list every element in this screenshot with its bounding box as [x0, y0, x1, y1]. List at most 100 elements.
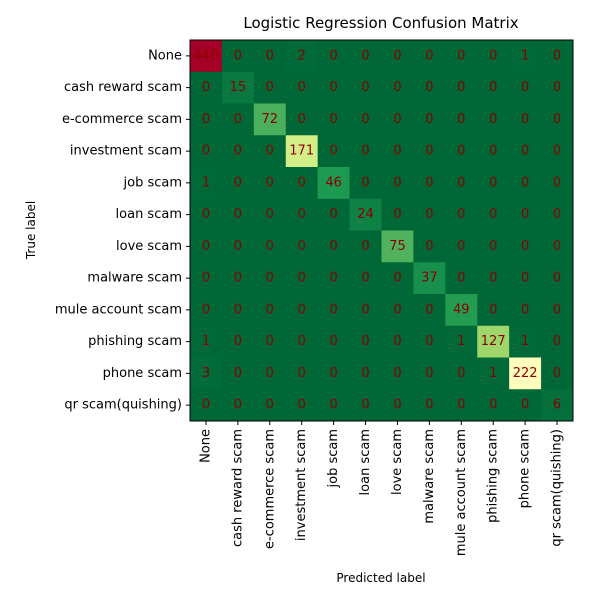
matrix-cell	[285, 103, 319, 136]
matrix-cell-value: 0	[457, 366, 465, 381]
matrix-cell-value: 0	[329, 334, 337, 349]
matrix-cell-value: 0	[266, 302, 274, 317]
matrix-cell	[477, 357, 510, 390]
y-tick-label: mule account scam	[55, 302, 182, 317]
matrix-cell	[445, 167, 478, 200]
x-tick-label: phishing scam	[486, 429, 501, 523]
matrix-cell	[285, 325, 319, 358]
matrix-cell-value: 0	[393, 80, 401, 95]
matrix-cell-value: 0	[266, 48, 274, 63]
x-tick-label: phone scam	[518, 429, 533, 508]
matrix-cell-value: 0	[329, 207, 337, 222]
matrix-cell	[413, 135, 446, 168]
matrix-cell	[253, 389, 287, 422]
matrix-cell	[445, 389, 478, 422]
matrix-cell-value: 0	[329, 80, 337, 95]
matrix-cell-value: 0	[425, 80, 433, 95]
matrix-cell	[509, 389, 542, 422]
matrix-cell	[445, 198, 478, 231]
matrix-cell	[541, 357, 574, 390]
y-tick-label: malware scam	[87, 271, 182, 286]
matrix-cell-value: 0	[266, 334, 274, 349]
matrix-cell-value: 0	[298, 112, 306, 127]
matrix-cell	[221, 357, 255, 390]
matrix-cell	[413, 325, 446, 358]
matrix-cell-value: 3	[202, 366, 210, 381]
matrix-cell	[253, 40, 287, 73]
matrix-cell-value: 0	[266, 239, 274, 254]
matrix-cell	[190, 71, 223, 104]
matrix-cell-value: 0	[329, 302, 337, 317]
y-tick-label: job scam	[123, 175, 183, 190]
matrix-cell-value: 0	[393, 175, 401, 190]
matrix-cell	[285, 389, 319, 422]
matrix-cell-value: 0	[489, 271, 497, 286]
matrix-cell-value: 0	[457, 144, 465, 159]
matrix-cell	[190, 357, 223, 390]
matrix-cell-value: 0	[361, 80, 369, 95]
matrix-cell	[445, 103, 478, 136]
matrix-cell	[413, 294, 446, 327]
matrix-cell	[190, 230, 223, 263]
matrix-cell	[253, 167, 287, 200]
matrix-cell-value: 0	[553, 207, 561, 222]
matrix-cell-value: 2	[298, 48, 306, 63]
matrix-cell	[221, 198, 255, 231]
matrix-cell	[253, 103, 287, 136]
matrix-cell	[477, 230, 510, 263]
matrix-cell	[381, 198, 414, 231]
matrix-cell	[413, 167, 446, 200]
matrix-cell	[381, 325, 414, 358]
matrix-cell-value: 0	[298, 80, 306, 95]
matrix-cell	[541, 389, 574, 422]
matrix-cell-value: 0	[298, 271, 306, 286]
matrix-cell	[381, 103, 414, 136]
matrix-cell	[541, 135, 574, 168]
matrix-cell-value: 0	[329, 271, 337, 286]
matrix-cell-value: 1	[521, 48, 529, 63]
matrix-cell	[445, 294, 478, 327]
matrix-cell	[445, 262, 478, 295]
matrix-cell-value: 0	[425, 207, 433, 222]
matrix-cell-value: 1	[202, 334, 210, 349]
matrix-cell-value: 0	[393, 398, 401, 413]
matrix-cell-value: 0	[393, 48, 401, 63]
matrix-cell	[381, 71, 414, 104]
matrix-cell-value: 0	[457, 239, 465, 254]
matrix-cell	[477, 294, 510, 327]
matrix-cell-value: 127	[481, 334, 506, 349]
matrix-cell-value: 0	[234, 302, 242, 317]
x-tick-label: malware scam	[422, 429, 437, 524]
matrix-cell-value: 0	[393, 366, 401, 381]
matrix-cell	[221, 325, 255, 358]
matrix-cell	[349, 71, 382, 104]
matrix-cell	[541, 325, 574, 358]
matrix-cell	[221, 40, 255, 73]
matrix-cell-value: 0	[202, 80, 210, 95]
y-tick-label: love scam	[116, 239, 182, 254]
matrix-cell	[413, 230, 446, 263]
matrix-cell	[381, 230, 414, 263]
x-tick-label: qr scam(quishing)	[550, 429, 565, 547]
matrix-cell-value: 46	[325, 175, 342, 190]
matrix-cell-value: 0	[329, 112, 337, 127]
matrix-cell-value: 0	[234, 239, 242, 254]
x-tick-label: mule account scam	[454, 429, 469, 556]
matrix-cell-value: 0	[521, 239, 529, 254]
matrix-cell	[190, 198, 223, 231]
matrix-cell	[317, 71, 351, 104]
matrix-cell	[190, 294, 223, 327]
matrix-cell-value: 75	[389, 239, 406, 254]
matrix-cell	[413, 357, 446, 390]
matrix-cell-value: 0	[266, 144, 274, 159]
matrix-cell	[285, 230, 319, 263]
matrix-cell	[477, 71, 510, 104]
matrix-cell-value: 0	[298, 207, 306, 222]
matrix-cell	[349, 325, 382, 358]
matrix-cell	[477, 198, 510, 231]
matrix-cell	[509, 40, 542, 73]
matrix-cell-value: 49	[453, 302, 470, 317]
matrix-cell	[445, 135, 478, 168]
matrix-cell-value: 0	[425, 302, 433, 317]
matrix-cell-value: 440	[194, 48, 219, 63]
